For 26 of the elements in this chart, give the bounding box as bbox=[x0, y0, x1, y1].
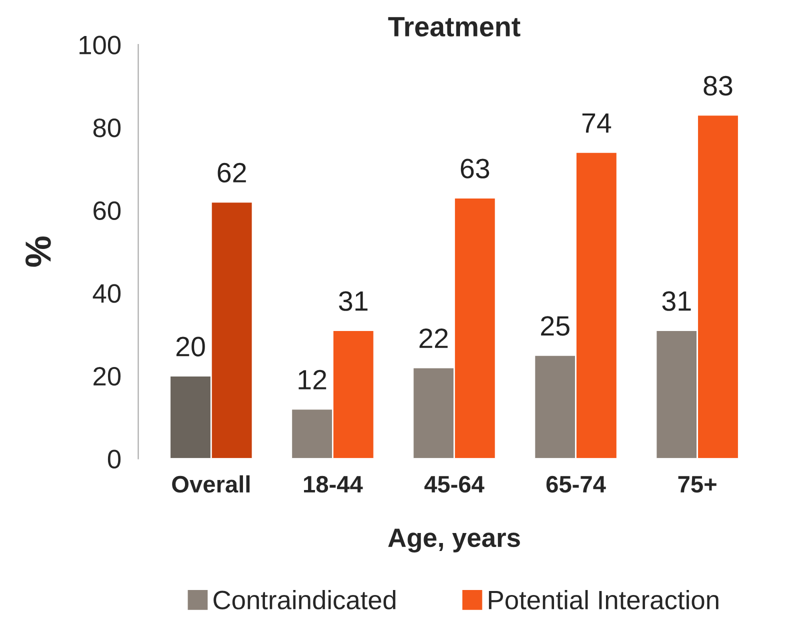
data-label: 31 bbox=[662, 291, 691, 311]
x-tick-label: 18-44 bbox=[304, 476, 363, 493]
x-axis-title: Age, years bbox=[388, 528, 520, 552]
y-tick-label: 100 bbox=[80, 36, 121, 54]
data-label: 83 bbox=[704, 76, 732, 96]
x-tick-label: Overall bbox=[172, 475, 250, 493]
y-tick-label: 40 bbox=[92, 284, 121, 303]
y-tick-label: 80 bbox=[93, 118, 121, 138]
y-tick-label: 0 bbox=[108, 450, 121, 468]
legend-label: Contraindicated bbox=[214, 590, 396, 610]
chart-title: Treatment bbox=[388, 17, 520, 37]
data-label: 63 bbox=[460, 158, 490, 178]
x-tick-label: 45-64 bbox=[424, 476, 484, 493]
data-label: 25 bbox=[541, 316, 570, 336]
legend-label: Potential Interaction bbox=[488, 590, 718, 610]
data-label: 74 bbox=[582, 113, 612, 133]
data-label: 31 bbox=[338, 291, 368, 311]
data-label: 20 bbox=[176, 336, 205, 356]
x-tick-label: 75+ bbox=[678, 476, 716, 493]
x-tick-label: 65-74 bbox=[546, 476, 606, 493]
data-label: 62 bbox=[218, 162, 246, 183]
y-tick-label: 20 bbox=[94, 366, 121, 386]
data-label: 22 bbox=[420, 328, 448, 348]
y-tick-label: 60 bbox=[94, 201, 121, 220]
data-label: 12 bbox=[298, 370, 326, 390]
y-axis-title: % bbox=[25, 236, 51, 267]
